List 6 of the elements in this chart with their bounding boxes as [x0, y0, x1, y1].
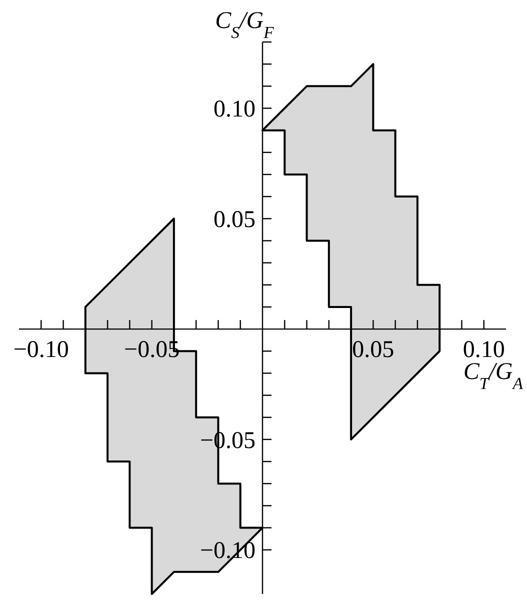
x-tick-label: 0.05: [352, 337, 394, 364]
y-axis-title: C$_{S}$/G$_{F}$: [215, 8, 275, 42]
y-tick-label: 0.05: [214, 207, 256, 234]
x-tick-label: −0.05: [124, 337, 180, 364]
y-tick-label: 0.10: [214, 96, 256, 123]
x-tick-label: −0.10: [13, 337, 69, 364]
